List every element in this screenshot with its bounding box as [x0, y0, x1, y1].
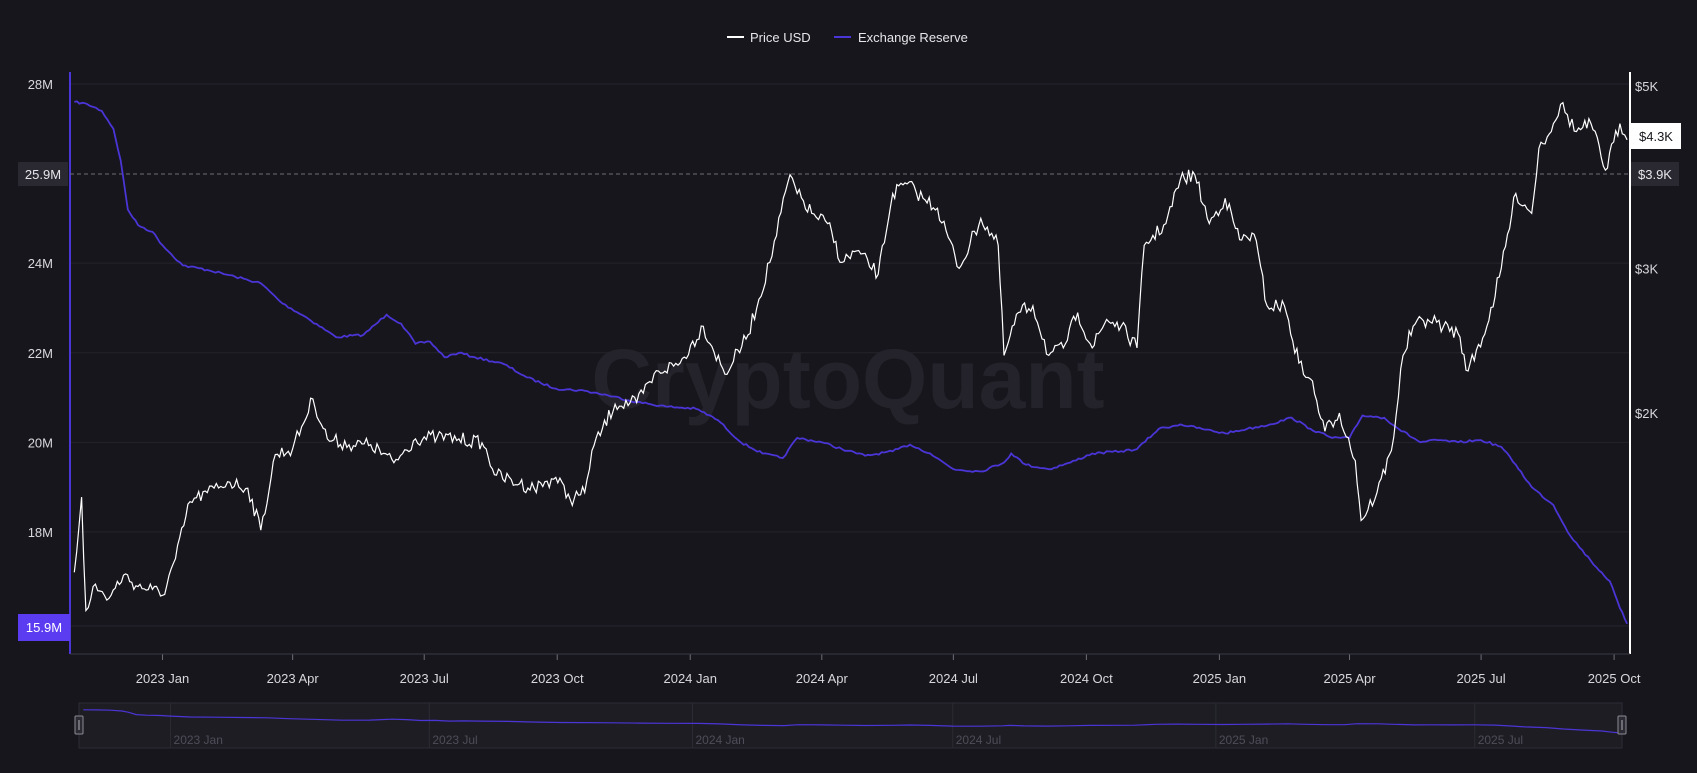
y-right-tick-label: $3K [1635, 261, 1658, 276]
legend-item-price[interactable]: Price USD [727, 30, 811, 45]
badge-reserve-current-bg [18, 614, 70, 641]
grid [70, 83, 1630, 627]
badge-price-crosshair-bg [1631, 162, 1679, 186]
navigator-background [78, 702, 1623, 749]
badge-price-current-text: $4.3K [1639, 129, 1673, 144]
y-left-tick-label: 22M [28, 346, 53, 361]
navigator-label: 2025 Jan [1219, 733, 1268, 747]
x-axis: 2023 Jan 2023 Apr 2023 Jul 2023 Oct 2024 Jan… [136, 654, 1641, 686]
y-left-tick-label: 28M [28, 77, 53, 92]
badge-price-current-bg [1631, 123, 1681, 149]
x-tick-label: 2025 Jul [1457, 671, 1506, 686]
x-tick-label: 2023 Oct [531, 671, 584, 686]
x-tick-label: 2023 Jan [136, 671, 190, 686]
series-exchange-reserve-line [74, 100, 1628, 625]
y-axis-right: $5K $3K $2K [1635, 79, 1658, 421]
x-tick-label: 2025 Jan [1193, 671, 1247, 686]
y-right-tick-label: $5K [1635, 79, 1658, 94]
y-right-tick-label: $2K [1635, 406, 1658, 421]
navigator-label: 2024 Jul [956, 733, 1001, 747]
navigator-grid: 2023 Jan 2023 Jul 2024 Jan 2024 Jul 2025 Jan… [170, 703, 1523, 748]
badge-reserve-crosshair-text: 25.9M [25, 167, 61, 182]
y-left-tick-label: 18M [28, 525, 53, 540]
x-tick-label: 2023 Jul [400, 671, 449, 686]
badge-reserve-current: 15.9M [18, 614, 70, 641]
x-tick-label: 2024 Jul [929, 671, 978, 686]
series-price-usd-line [73, 101, 1628, 613]
legend-item-reserve[interactable]: Exchange Reserve [834, 30, 968, 45]
y-left-tick-label: 20M [28, 435, 53, 450]
y-left-tick-label: 24M [28, 256, 53, 271]
legend-reserve-label: Exchange Reserve [858, 30, 968, 45]
x-tick-label: 2024 Oct [1060, 671, 1113, 686]
x-tick-label: 2025 Oct [1588, 671, 1641, 686]
legend: Price USD Exchange Reserve [727, 30, 968, 45]
badge-price-crosshair-text: $3.9K [1638, 167, 1672, 182]
x-tick-label: 2024 Apr [796, 671, 849, 686]
badge-price-crosshair: $3.9K [1631, 162, 1679, 186]
navigator-label: 2024 Jan [695, 733, 744, 747]
navigator-reserve-line [83, 709, 1620, 734]
badge-price-current: $4.3K [1631, 123, 1681, 149]
badge-reserve-crosshair: 25.9M [18, 162, 68, 186]
y-axis-left: 28M 24M 22M 20M 18M [28, 77, 53, 540]
badge-reserve-current-text: 15.9M [26, 620, 62, 635]
badge-reserve-crosshair-bg [18, 162, 68, 186]
navigator[interactable]: 2023 Jan 2023 Jul 2024 Jan 2024 Jul 2025 Jan… [74, 702, 1627, 749]
navigator-label: 2025 Jul [1478, 733, 1523, 747]
watermark: CryptoQuant [591, 332, 1104, 426]
navigator-label: 2023 Jan [174, 733, 223, 747]
x-tick-label: 2025 Apr [1323, 671, 1376, 686]
x-tick-label: 2024 Jan [663, 671, 717, 686]
navigator-handle-right[interactable] [1617, 715, 1627, 735]
x-tick-label: 2023 Apr [267, 671, 320, 686]
legend-price-label: Price USD [750, 30, 811, 45]
navigator-handle-left[interactable] [74, 715, 84, 735]
navigator-label: 2023 Jul [432, 733, 477, 747]
